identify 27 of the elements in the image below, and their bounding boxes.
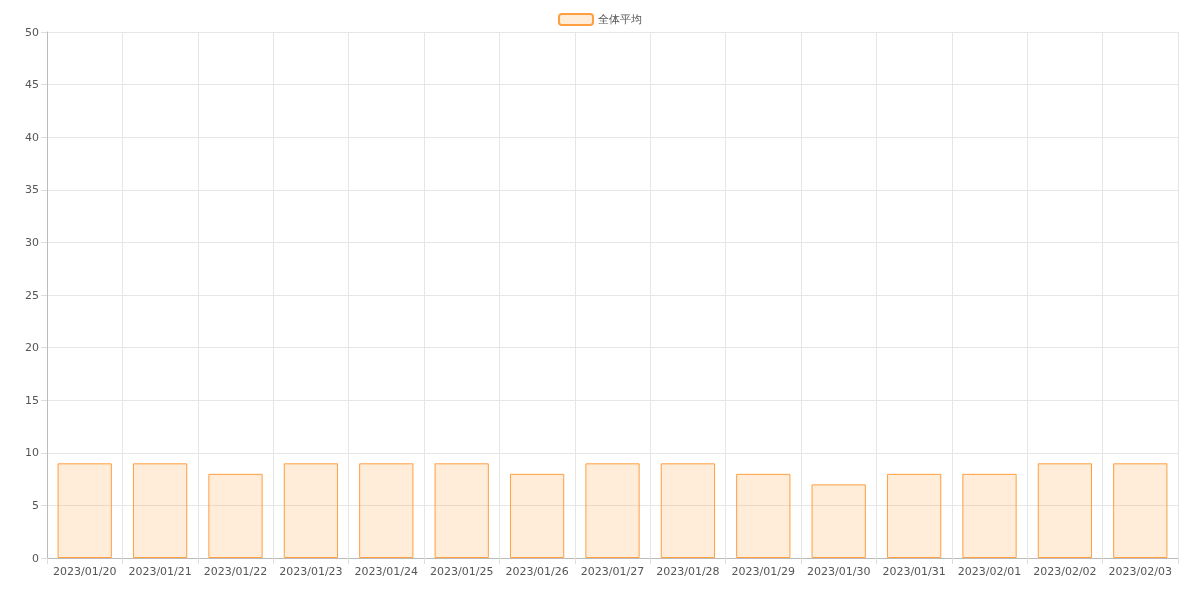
y-tick-label: 25 [25, 288, 39, 302]
x-tick-label: 2023/01/25 [430, 565, 494, 578]
x-tick-label: 2023/01/26 [505, 565, 569, 578]
y-tick-label: 35 [25, 183, 39, 197]
x-tick-label: 2023/02/03 [1108, 565, 1172, 578]
y-tick-label: 5 [32, 498, 39, 512]
x-tick-label: 2023/01/31 [882, 565, 946, 578]
y-tick-label: 10 [25, 446, 39, 460]
y-tick-label: 40 [25, 130, 39, 144]
y-tick-label: 15 [25, 393, 39, 407]
x-tick-label: 2023/01/29 [731, 565, 795, 578]
y-tick-label: 0 [32, 551, 39, 565]
legend-label: 全体平均 [598, 13, 642, 26]
x-tick-label: 2023/01/24 [354, 565, 418, 578]
x-tick-label: 2023/01/30 [807, 565, 871, 578]
x-tick-label: 2023/01/20 [53, 565, 117, 578]
x-tick-label: 2023/01/28 [656, 565, 720, 578]
y-tick-label: 30 [25, 235, 39, 249]
y-tick-label: 50 [25, 25, 39, 39]
x-tick-label: 2023/01/23 [279, 565, 343, 578]
x-tick-label: 2023/02/02 [1033, 565, 1097, 578]
y-tick-label: 20 [25, 341, 39, 355]
x-tick-label: 2023/01/21 [128, 565, 192, 578]
x-tick-label: 2023/01/22 [203, 565, 268, 578]
y-tick-label: 45 [25, 78, 39, 92]
x-tick-label: 2023/02/01 [957, 565, 1022, 578]
x-tick-label: 2023/01/27 [580, 565, 645, 578]
